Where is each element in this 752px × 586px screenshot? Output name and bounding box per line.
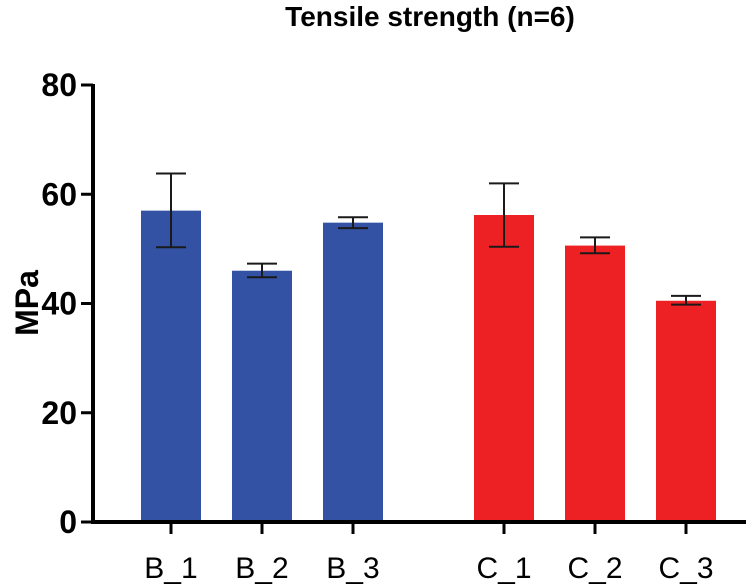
- error-bar-B_3: [338, 216, 368, 230]
- x-tick-label-C_3: C_3: [658, 552, 713, 585]
- bar-B_1: [141, 210, 201, 522]
- error-bar-B_2: [247, 262, 277, 279]
- chart-title: Tensile strength (n=6): [285, 1, 575, 32]
- error-bar-C_2: [580, 236, 610, 255]
- x-tick-label-C_2: C_2: [567, 552, 622, 585]
- bars-layer: [141, 210, 716, 522]
- error-bar-C_3: [671, 294, 701, 306]
- y-tick-label: 60: [41, 176, 77, 212]
- error-bar-B_1: [156, 172, 186, 249]
- x-ticks: B_1 B_2 B_3 C_1 C_2 C_3: [144, 522, 714, 585]
- bar-C_1: [474, 215, 534, 522]
- y-ticks: 0 20 40 60 80: [41, 67, 93, 540]
- bar-B_2: [232, 270, 292, 522]
- y-tick-label: 20: [41, 395, 77, 431]
- y-tick-label: 40: [41, 286, 77, 322]
- x-tick-label-B_3: B_3: [326, 552, 379, 585]
- x-tick-label-B_2: B_2: [235, 552, 288, 585]
- bar-C_2: [565, 245, 625, 522]
- y-tick-label: 80: [41, 67, 77, 103]
- bar-B_3: [323, 222, 383, 522]
- error-bar-C_1: [489, 182, 519, 248]
- bar-C_3: [656, 300, 716, 522]
- y-tick-label: 0: [59, 504, 77, 540]
- x-tick-label-C_1: C_1: [476, 552, 531, 585]
- y-axis-label: MPa: [9, 270, 45, 336]
- error-bars-layer: [156, 172, 701, 306]
- x-tick-label-B_1: B_1: [144, 552, 197, 585]
